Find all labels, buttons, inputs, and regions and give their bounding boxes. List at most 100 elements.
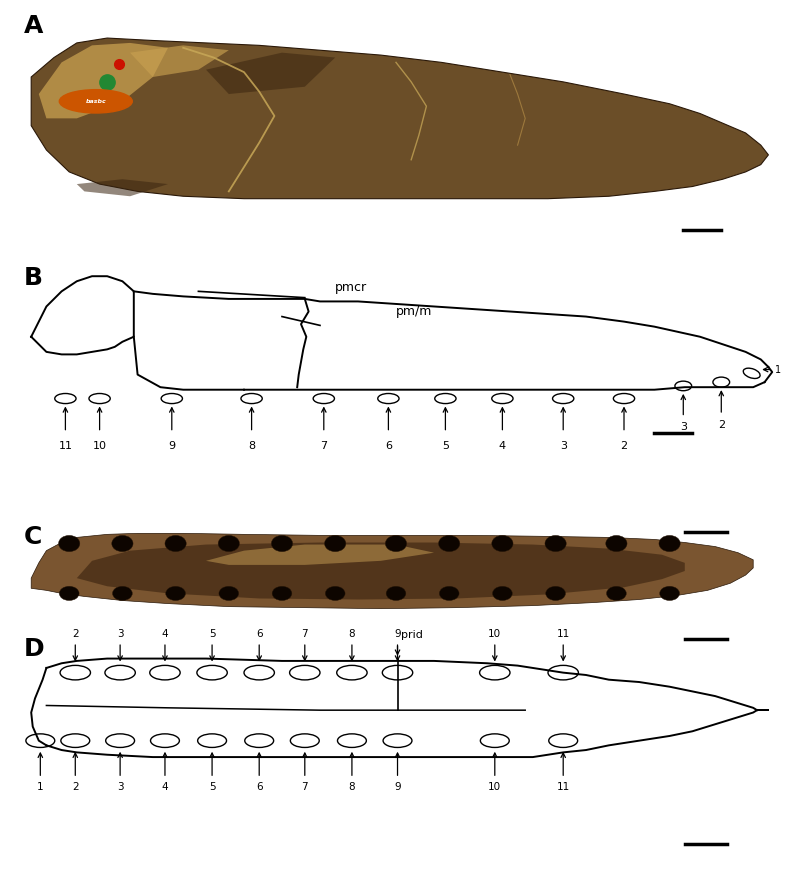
Ellipse shape: [60, 666, 90, 680]
Ellipse shape: [218, 535, 239, 551]
Ellipse shape: [313, 394, 334, 404]
Text: 3: 3: [560, 442, 566, 451]
Text: 11: 11: [58, 442, 73, 451]
Ellipse shape: [337, 666, 367, 680]
Text: 7: 7: [302, 781, 308, 792]
Text: 9: 9: [394, 629, 401, 639]
Ellipse shape: [606, 586, 626, 601]
Text: 3: 3: [680, 422, 686, 433]
Ellipse shape: [383, 734, 412, 748]
Ellipse shape: [150, 666, 180, 680]
Polygon shape: [38, 42, 168, 119]
Ellipse shape: [492, 394, 513, 404]
Ellipse shape: [113, 586, 132, 601]
Text: 4: 4: [162, 781, 168, 792]
Text: 8: 8: [248, 442, 255, 451]
Ellipse shape: [106, 734, 134, 748]
Text: 7: 7: [320, 442, 327, 451]
Polygon shape: [77, 543, 685, 599]
Text: 10: 10: [93, 442, 106, 451]
Text: 5: 5: [209, 629, 215, 639]
Ellipse shape: [675, 381, 692, 390]
Polygon shape: [31, 534, 753, 609]
Ellipse shape: [58, 535, 80, 551]
Ellipse shape: [198, 734, 226, 748]
Ellipse shape: [614, 394, 634, 404]
Ellipse shape: [290, 734, 319, 748]
Ellipse shape: [434, 394, 456, 404]
Text: 2: 2: [718, 420, 725, 430]
Text: 1: 1: [774, 365, 781, 374]
Text: B: B: [24, 266, 42, 290]
Ellipse shape: [553, 394, 574, 404]
Ellipse shape: [479, 666, 510, 680]
Ellipse shape: [713, 377, 730, 388]
Ellipse shape: [89, 394, 110, 404]
Text: 10: 10: [488, 781, 502, 792]
Text: 7: 7: [302, 629, 308, 639]
Text: 11: 11: [557, 629, 570, 639]
Ellipse shape: [382, 666, 413, 680]
Text: 1: 1: [37, 781, 44, 792]
Text: 4: 4: [499, 442, 506, 451]
Ellipse shape: [26, 734, 54, 748]
Text: 3: 3: [117, 781, 123, 792]
Text: A: A: [24, 13, 43, 38]
Ellipse shape: [743, 368, 760, 379]
Ellipse shape: [161, 394, 182, 404]
Text: pm/m: pm/m: [396, 305, 432, 318]
Ellipse shape: [439, 586, 459, 601]
Polygon shape: [206, 53, 335, 94]
Ellipse shape: [244, 666, 274, 680]
Text: pmcr: pmcr: [335, 281, 367, 294]
Ellipse shape: [545, 535, 566, 551]
Ellipse shape: [606, 535, 627, 551]
Ellipse shape: [659, 535, 680, 551]
Text: 5: 5: [209, 781, 215, 792]
Ellipse shape: [480, 734, 510, 748]
Ellipse shape: [325, 535, 346, 551]
Text: 6: 6: [256, 629, 262, 639]
Ellipse shape: [290, 666, 320, 680]
Ellipse shape: [386, 586, 406, 601]
Ellipse shape: [197, 666, 227, 680]
Ellipse shape: [150, 734, 179, 748]
Polygon shape: [206, 544, 434, 565]
Text: 8: 8: [349, 629, 355, 639]
Ellipse shape: [338, 734, 366, 748]
Text: 9: 9: [168, 442, 175, 451]
Text: 3: 3: [117, 629, 123, 639]
Text: 11: 11: [557, 781, 570, 792]
Text: C: C: [24, 525, 42, 550]
Ellipse shape: [245, 734, 274, 748]
Ellipse shape: [166, 586, 186, 601]
Polygon shape: [31, 38, 768, 199]
Ellipse shape: [165, 535, 186, 551]
Text: 10: 10: [488, 629, 502, 639]
Ellipse shape: [492, 535, 513, 551]
Ellipse shape: [326, 586, 345, 601]
Ellipse shape: [546, 586, 566, 601]
Ellipse shape: [105, 666, 135, 680]
Text: 9: 9: [394, 781, 401, 792]
Text: prid: prid: [402, 630, 423, 640]
Polygon shape: [77, 179, 168, 196]
Ellipse shape: [272, 586, 292, 601]
Ellipse shape: [54, 394, 76, 404]
Text: D: D: [24, 637, 44, 661]
Ellipse shape: [378, 394, 399, 404]
Ellipse shape: [61, 734, 90, 748]
Ellipse shape: [660, 586, 679, 601]
Text: 2: 2: [621, 442, 627, 451]
Ellipse shape: [386, 535, 406, 551]
Text: basbc: basbc: [86, 99, 106, 104]
Ellipse shape: [241, 394, 262, 404]
Text: 6: 6: [256, 781, 262, 792]
Ellipse shape: [549, 734, 578, 748]
Text: 2: 2: [72, 781, 78, 792]
Polygon shape: [130, 45, 229, 77]
Text: 8: 8: [349, 781, 355, 792]
Text: 6: 6: [385, 442, 392, 451]
Ellipse shape: [271, 535, 293, 551]
Ellipse shape: [438, 535, 460, 551]
